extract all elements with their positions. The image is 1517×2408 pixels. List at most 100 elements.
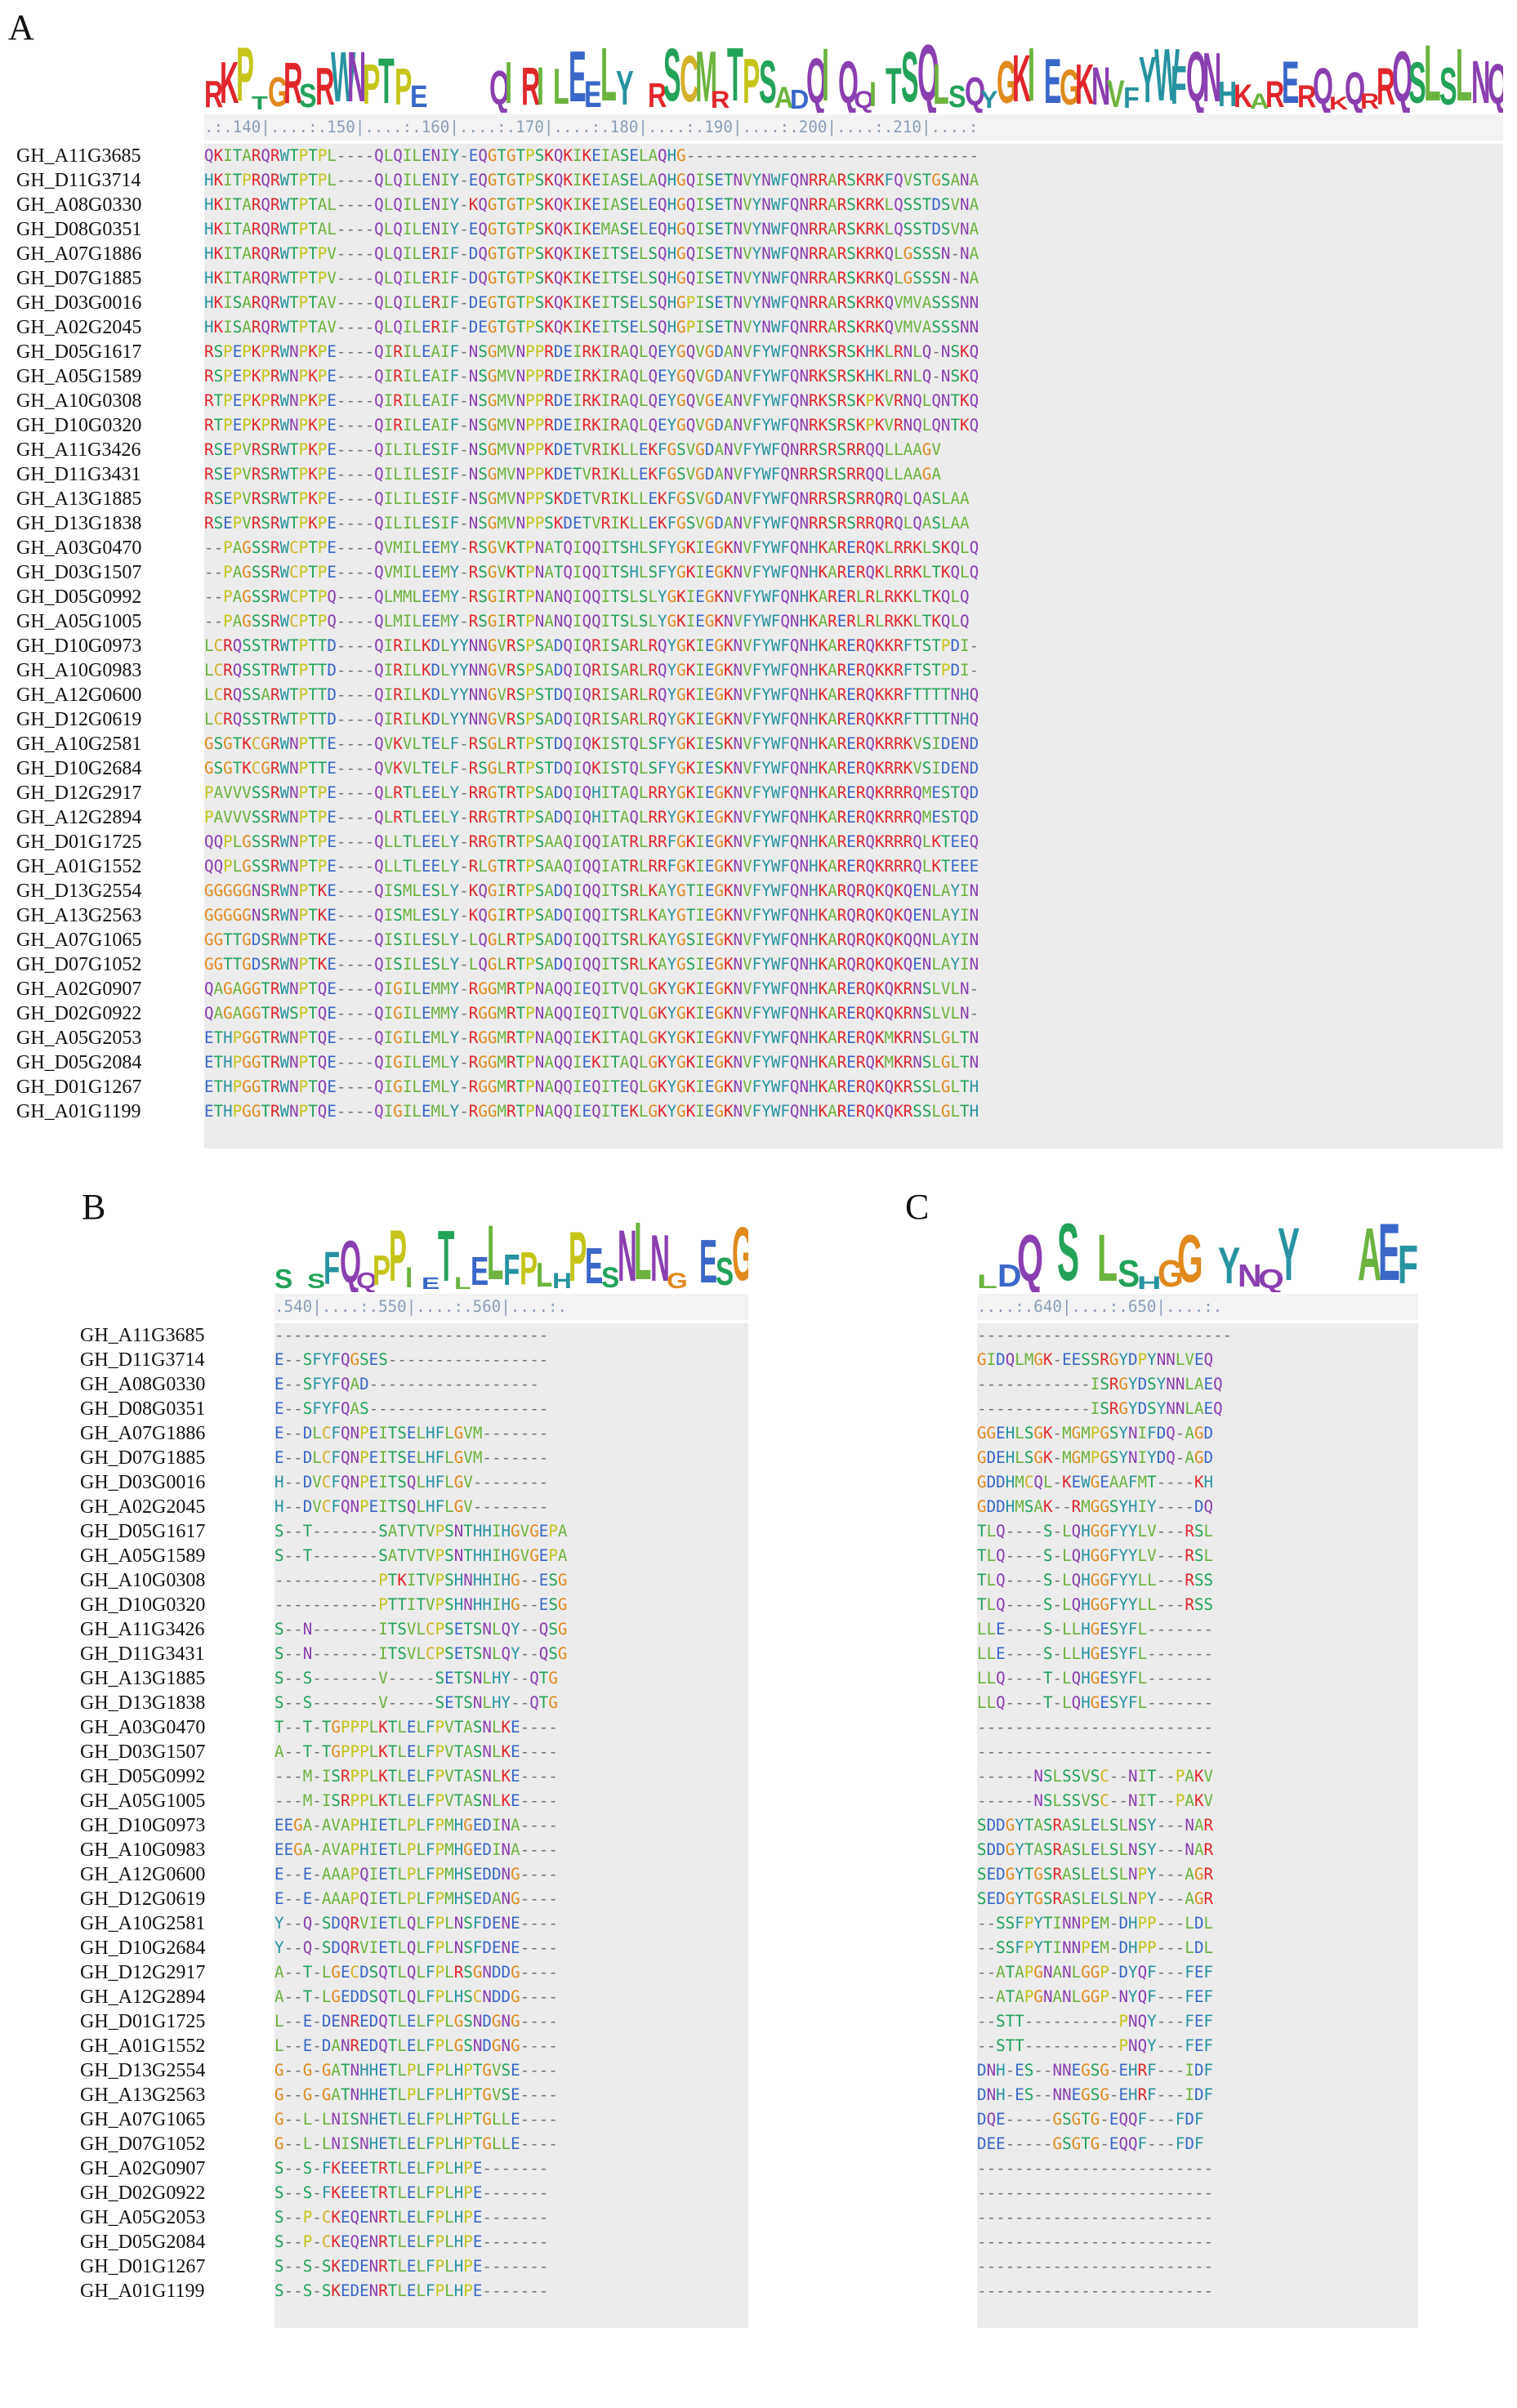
logo-residue: A <box>774 81 794 113</box>
aligned-sequence: ETHPGGTRWNPTQE----QIGILEMLY-RGGMRTPNAQQI… <box>204 1028 979 1047</box>
sequence-id: GH_A01G1552 <box>80 2036 206 2057</box>
sequence-id: GH_A13G2563 <box>16 905 142 926</box>
logo-residue: G <box>1177 1220 1204 1292</box>
sequence-id: GH_D08G0351 <box>80 1398 206 1420</box>
logo-residue: P <box>235 31 254 113</box>
logo-residue: Q <box>1313 58 1334 113</box>
aligned-sequence: ------------------------- <box>977 1742 1214 1761</box>
sequence-id: GH_D10G0973 <box>16 635 142 657</box>
logo-residue: R <box>283 51 303 113</box>
sequence-id: GH_D03G0016 <box>80 1472 206 1493</box>
sequence-id: GH_D11G3431 <box>80 1643 205 1665</box>
logo-residue: E <box>585 1238 604 1292</box>
aligned-sequence: ETHPGGTRWNPTQE----QIGILEMLY-RGGMRTPNAQQI… <box>204 1102 979 1121</box>
logo-residue: Q <box>340 1229 362 1292</box>
aligned-sequence: RSEPVRSRWTPKPE----QILILESIF-NSGMVNPPKDET… <box>204 465 941 484</box>
logo-residue: E <box>471 1250 489 1292</box>
aligned-sequence: GDDHMCQL-KEWGEAAFMT----KH <box>977 1473 1214 1492</box>
aligned-sequence: ------------------------- <box>977 2232 1214 2251</box>
logo-residue: L <box>454 1274 471 1292</box>
aligned-sequence: HKISARQRWTPTAV----QLQILERIF-DEGTGTPSKQKI… <box>204 318 979 337</box>
logo-residue: R <box>1376 57 1395 113</box>
logo-residue: P <box>743 45 761 113</box>
aligned-sequence: PAVVVSSRWNPTPE----QLRTLEELY-RRGTRTPSADQI… <box>204 783 979 802</box>
logo-residue: Y <box>616 61 634 113</box>
sequence-id: GH_D11G3714 <box>16 170 141 191</box>
logo-residue: E <box>1043 45 1062 113</box>
aligned-sequence: S--P-CKEQENRTLELFPLHPE------- <box>274 2208 549 2227</box>
logo-residue: Q <box>489 61 511 113</box>
aligned-sequence: ---M-ISRPPLKTLELFPVTASNLKE---- <box>274 1791 558 1810</box>
sequence-names-a: GH_A11G3685 GH_D11G3714 GH_A08G0330 GH_D08G… <box>16 144 204 1148</box>
logo-residue: P <box>373 1247 391 1292</box>
logo-residue: K <box>1328 93 1349 113</box>
logo-residue: Q <box>837 50 859 113</box>
aligned-sequence: G--L-LNISNHETLELFPLHPTGLLE---- <box>274 2134 558 2153</box>
sequence-id: GH_A10G0983 <box>80 1839 206 1861</box>
sequence-id: GH_A10G0983 <box>16 660 142 681</box>
aligned-sequence: RTPEPKPRWNPKPE----QIRILEAIF-NSGMVNPPRDEI… <box>204 416 979 435</box>
logo-residue: Y <box>1217 1237 1240 1292</box>
logo-residue: M <box>695 36 718 113</box>
sequence-id: GH_D05G2084 <box>16 1052 142 1073</box>
aligned-sequence: LLQ----T-LQHGESYFL------- <box>977 1693 1214 1712</box>
aligned-sequence: ------------------------- <box>977 2159 1214 2178</box>
logo-residue: I <box>505 51 513 113</box>
aligned-sequence: RSEPVRSRWTPKPE----QILILESIF-NSGMVNPPSKDE… <box>204 489 970 508</box>
sequence-id: GH_D11G3714 <box>80 1349 205 1371</box>
aligned-sequence: ------------------------- <box>977 1718 1214 1737</box>
aligned-sequence: ------NSLSSVSC--NIT--PAKV <box>977 1767 1214 1786</box>
aligned-sequence: SDDGYTASRASLELSLNSY---NAR <box>977 1840 1214 1859</box>
logo-residue: L <box>487 1210 504 1292</box>
logo-residue: S <box>663 33 681 113</box>
logo-residue: E <box>699 1227 718 1292</box>
sequence-id: GH_D13G2554 <box>80 2060 206 2081</box>
logo-residue: D <box>790 84 810 113</box>
logo-residue: S <box>758 48 777 113</box>
sequence-id: GH_D05G1617 <box>80 1521 206 1542</box>
sequence-id: GH_D13G2554 <box>16 881 142 902</box>
sequence-id: GH_A12G0600 <box>80 1864 206 1885</box>
sequence-id: GH_D10G2684 <box>80 1938 206 1959</box>
logo-residue: L <box>1424 29 1441 113</box>
logo-residue: P <box>520 1242 538 1292</box>
logo-residue: L <box>1455 34 1472 113</box>
logo-residue: V <box>1107 72 1125 113</box>
aligned-sequence: GGTTGDSRWNPTKE----QISILESLY-LQGLRTPSADQI… <box>204 930 979 949</box>
logo-residue: E <box>568 36 587 113</box>
logo-residue: E <box>584 74 602 113</box>
aligned-sequence: LCRQSSTRWTPTTD----QIRILKDLYYNNGVRSPSADQI… <box>204 710 979 729</box>
sequence-id: GH_D13G1838 <box>80 1692 206 1714</box>
sequence-id: GH_D05G2084 <box>80 2232 206 2253</box>
logo-residue: C <box>679 42 699 113</box>
aligned-sequence: GSGTKCGRWNPTTE----QVKVLTELF-RSGLRTPSTDQI… <box>204 734 979 753</box>
logo-residue: T <box>378 44 395 113</box>
sequence-logo-b: SSFQQPPIETLELFPLHPESNLNGESG <box>274 1201 748 1292</box>
logo-residue: N <box>346 38 366 113</box>
aligned-sequence: T--T-TGPPPLKTLELFPVTASNLKE---- <box>274 1718 558 1737</box>
aligned-sequence: E--SFYFQAS------------------- <box>274 1399 549 1418</box>
aligned-sequence: A--T-TGPPPLKTLELFPVTASNLKE---- <box>274 1742 558 1761</box>
sequence-id: GH_D10G0320 <box>80 1594 206 1616</box>
logo-residue: R <box>1265 74 1285 113</box>
aligned-sequence: DNH-ES--NNEGSG-EHRF---IDF <box>977 2061 1214 2080</box>
aligned-sequence: E--DLCFQNPEITSELHFLGVM------- <box>274 1448 549 1467</box>
aligned-sequence: --PAGSSRWCPTPQ----QLMILEEMY-RSGIRTPNANQI… <box>204 612 970 631</box>
panel-label-a: A <box>8 7 34 47</box>
aligned-sequence: S--N-------ITSVLCPSETSNLQY--QSG <box>274 1644 568 1663</box>
aligned-sequence: LCRQSSTRWTPTTD----QIRILKDLYYNNGVRSPSADQI… <box>204 661 979 680</box>
logo-residue: R <box>647 76 667 113</box>
logo-residue: L <box>552 59 569 113</box>
logo-residue: W <box>331 38 356 113</box>
sequence-id: GH_D03G1507 <box>16 562 142 583</box>
aligned-sequence: --ATAPGNANLGGP-DYQF---FEF <box>977 1963 1214 1982</box>
sequence-id: GH_A05G1005 <box>16 611 142 632</box>
logo-residue: S <box>307 1270 326 1292</box>
aligned-sequence: QQPLGSSRWNPTPE----QLLTLEELY-RRGTRTPSAAQI… <box>204 832 979 851</box>
aligned-sequence: DNH-ES--NNEGSG-EHRF---IDF <box>977 2085 1214 2104</box>
aligned-sequence: S--S-------V-----SETSNLHY--QTG <box>274 1669 558 1688</box>
sequence-id: GH_A07G1065 <box>16 930 142 951</box>
aligned-sequence: S--S-SKEDENRTLELFPLHPE------- <box>274 2257 549 2276</box>
